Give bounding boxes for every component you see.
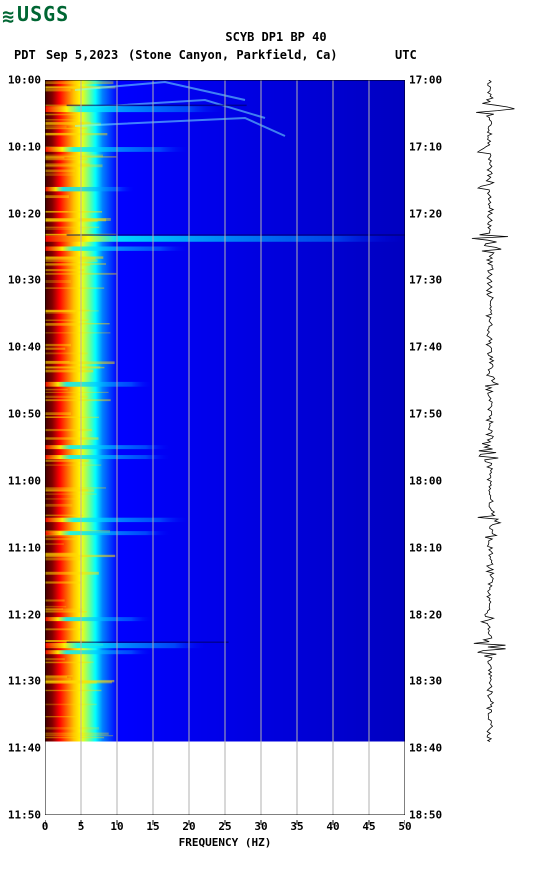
y-right-tick-label: 18:10 xyxy=(409,541,442,554)
x-tick-label: 5 xyxy=(78,820,85,833)
y-right-tick-label: 18:00 xyxy=(409,474,442,487)
y-right-tick-label: 18:50 xyxy=(409,809,442,822)
y-left-tick-label: 10:00 xyxy=(8,74,41,87)
y-left-tick-label: 10:20 xyxy=(8,207,41,220)
date-label: Sep 5,2023 xyxy=(46,48,118,62)
x-tick-label: 35 xyxy=(290,820,303,833)
location-label: (Stone Canyon, Parkfield, Ca) xyxy=(128,48,338,62)
y-right-tick-label: 18:30 xyxy=(409,675,442,688)
logo-text: USGS xyxy=(17,2,69,26)
y-left-tick-label: 10:10 xyxy=(8,140,41,153)
x-tick-label: 0 xyxy=(42,820,49,833)
y-left-tick-label: 11:30 xyxy=(8,675,41,688)
seismogram-trace xyxy=(460,80,520,815)
x-tick-label: 50 xyxy=(398,820,411,833)
y-right-tick-label: 17:00 xyxy=(409,74,442,87)
y-left-tick-label: 10:40 xyxy=(8,341,41,354)
x-tick-label: 15 xyxy=(146,820,159,833)
y-right-tick-label: 17:40 xyxy=(409,341,442,354)
chart-title: SCYB DP1 BP 40 xyxy=(0,30,552,44)
y-left-tick-label: 11:50 xyxy=(8,809,41,822)
y-left-tick-label: 11:40 xyxy=(8,742,41,755)
logo-wave-icon: ≋ xyxy=(2,4,15,28)
tz-left-label: PDT xyxy=(14,48,36,62)
spectrogram-plot: 10:0010:1010:2010:3010:4010:5011:0011:10… xyxy=(45,80,405,815)
tz-right-label: UTC xyxy=(395,48,417,62)
y-right-tick-label: 17:20 xyxy=(409,207,442,220)
y-left-tick-label: 11:00 xyxy=(8,474,41,487)
y-right-tick-label: 18:20 xyxy=(409,608,442,621)
x-tick-label: 40 xyxy=(326,820,339,833)
y-left-tick-label: 10:30 xyxy=(8,274,41,287)
y-right-tick-label: 17:10 xyxy=(409,140,442,153)
y-left-tick-label: 10:50 xyxy=(8,408,41,421)
y-left-tick-label: 11:20 xyxy=(8,608,41,621)
x-tick-label: 25 xyxy=(218,820,231,833)
usgs-logo: ≋USGS xyxy=(2,2,69,28)
x-tick-label: 45 xyxy=(362,820,375,833)
x-tick-label: 30 xyxy=(254,820,267,833)
x-tick-label: 10 xyxy=(110,820,123,833)
x-axis-title: FREQUENCY (HZ) xyxy=(45,836,405,849)
x-tick-label: 20 xyxy=(182,820,195,833)
y-right-tick-label: 17:50 xyxy=(409,408,442,421)
y-left-tick-label: 11:10 xyxy=(8,541,41,554)
spectrogram-canvas xyxy=(45,80,405,815)
y-right-tick-label: 18:40 xyxy=(409,742,442,755)
y-right-tick-label: 17:30 xyxy=(409,274,442,287)
